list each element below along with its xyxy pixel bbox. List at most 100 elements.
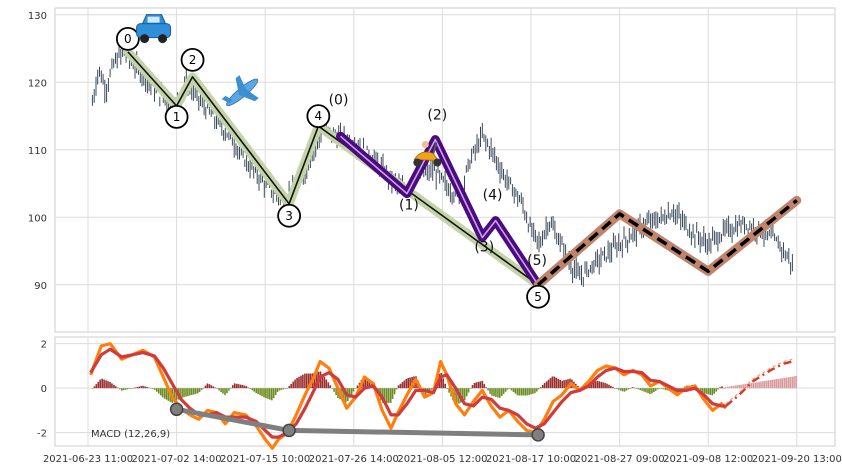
wave-label: 2 <box>189 53 197 67</box>
histogram-bar <box>261 388 263 397</box>
histogram-bar <box>791 376 793 389</box>
projection-line <box>536 199 798 287</box>
histogram-bar <box>662 388 665 390</box>
airplane-tail <box>221 95 233 104</box>
histogram-bar <box>122 388 125 391</box>
histogram-bar <box>196 388 199 394</box>
histogram-bar <box>463 388 466 401</box>
car-window <box>147 16 160 23</box>
x-tick-label: 2021-08-05 12:00 <box>397 454 487 465</box>
corrective-label: (5) <box>527 253 547 269</box>
histogram-bar <box>777 378 780 389</box>
histogram-bar <box>559 379 561 389</box>
histogram-bar <box>212 386 215 389</box>
histogram-bar <box>113 384 115 389</box>
histogram-bar <box>520 388 523 396</box>
histogram-bar <box>230 387 232 389</box>
histogram-bar <box>647 388 649 394</box>
histogram-bar <box>442 378 445 389</box>
histogram-bar <box>555 377 558 389</box>
histogram-bar <box>393 388 396 395</box>
x-tick-label: 2021-09-08 12:00 <box>663 454 753 465</box>
macd-projection-line <box>725 358 793 405</box>
x-tick-label: 2021-08-27 09:00 <box>575 454 665 465</box>
histogram-bar <box>713 388 715 394</box>
histogram-bar <box>625 388 628 391</box>
airplane-wing <box>239 89 259 102</box>
histogram-bar <box>469 388 472 389</box>
histogram-bar <box>430 388 433 390</box>
histogram-bar <box>298 376 300 389</box>
histogram-bar <box>198 388 201 393</box>
macd-title: MACD (12,26,9) <box>91 429 170 440</box>
histogram-bar <box>502 388 505 394</box>
histogram-bar <box>649 388 651 394</box>
histogram-bar <box>124 388 127 390</box>
histogram-bar <box>253 388 255 392</box>
histogram-bar <box>156 388 158 392</box>
histogram-bar <box>126 388 129 390</box>
histogram-bar <box>259 388 261 396</box>
histogram-bar <box>308 373 310 389</box>
histogram-bar <box>465 388 468 397</box>
histogram-bar <box>604 382 606 389</box>
histogram-bar <box>516 388 519 396</box>
histogram-bar <box>161 388 164 398</box>
histogram-bar <box>731 386 733 389</box>
wave-label-circle <box>180 47 205 72</box>
macd-line <box>89 342 728 450</box>
histogram-bar <box>265 388 267 399</box>
histogram-bar <box>610 385 612 389</box>
scooter-icon <box>413 141 442 167</box>
price-y-tick-label: 100 <box>28 213 47 224</box>
histogram-bar <box>333 388 335 392</box>
histogram-bar <box>561 380 563 389</box>
histogram-bar <box>567 379 569 389</box>
histogram-bar <box>208 384 211 389</box>
histogram-bar <box>306 373 308 389</box>
histogram-bar <box>323 376 326 389</box>
histogram-bar <box>282 388 285 390</box>
histogram-bar <box>395 388 398 390</box>
histogram-bar <box>146 387 148 389</box>
histogram-bar <box>752 382 754 389</box>
histogram-bar <box>592 381 595 389</box>
histogram-bar <box>493 388 495 397</box>
histogram-bar <box>508 388 511 389</box>
histogram-bar <box>267 388 269 399</box>
histogram-bar <box>356 385 359 389</box>
x-tick-label: 2021-08-17 10:00 <box>486 454 576 465</box>
airplane-wing <box>235 75 246 95</box>
histogram-bar <box>602 382 604 389</box>
histogram-bar <box>152 388 154 389</box>
histogram-bar <box>185 388 187 397</box>
histogram-bar <box>249 388 252 389</box>
histogram-bar <box>487 388 489 391</box>
histogram-bar <box>764 380 766 389</box>
histogram-bar <box>300 375 302 389</box>
histogram-bar <box>565 379 567 389</box>
histogram-bar <box>218 388 220 391</box>
macd-y-tick-label: -2 <box>37 429 47 440</box>
histogram-bar <box>290 383 292 389</box>
macd-y-tick-label: 2 <box>41 340 47 351</box>
histogram-bar <box>717 388 719 390</box>
histogram-bar <box>193 388 195 395</box>
histogram-bar <box>754 382 756 389</box>
car-wheel <box>140 34 150 44</box>
scooter-handle <box>432 142 438 154</box>
histogram-bar <box>105 380 107 389</box>
histogram-bar <box>783 377 786 389</box>
histogram-bar <box>619 388 622 391</box>
histogram-bar <box>732 385 735 389</box>
histogram-bar <box>456 388 458 405</box>
x-tick-label: 2021-09-20 13:00 <box>752 454 842 465</box>
histogram-bar <box>703 388 706 394</box>
scooter-rider <box>421 141 429 148</box>
histogram-bar <box>633 387 636 389</box>
histogram-bar <box>97 381 100 389</box>
scooter-wheel <box>433 158 442 167</box>
histogram-bar <box>136 387 139 389</box>
